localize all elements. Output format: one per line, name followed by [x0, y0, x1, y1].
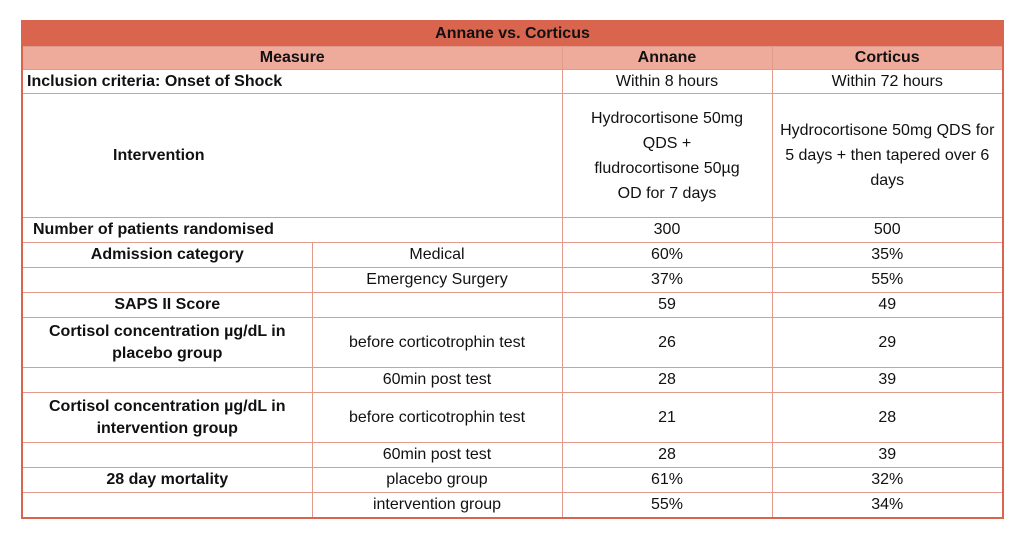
row-annane: 37% — [561, 267, 773, 293]
row-annane: 26 — [561, 317, 773, 368]
comparison-table: Annane vs. Corticus Measure Annane Corti… — [21, 20, 1005, 519]
table-title: Annane vs. Corticus — [21, 20, 1004, 47]
table-row: Emergency Surgery 37% 55% — [21, 267, 1004, 293]
table-row: Number of patients randomised 300 500 — [21, 217, 1004, 243]
row-measure: Number of patients randomised — [21, 217, 563, 243]
table-row: 60min post test 28 39 — [21, 367, 1004, 393]
row-measure: 28 day mortality — [21, 467, 313, 493]
row-corticus: 500 — [771, 217, 1004, 243]
row-subcategory: Emergency Surgery — [311, 267, 563, 293]
table-row: 28 day mortality placebo group 61% 32% — [21, 467, 1004, 493]
row-corticus: Hydrocortisone 50mg QDS for 5 days + the… — [771, 93, 1004, 218]
table-row: Inclusion criteria: Onset of Shock Withi… — [21, 69, 1004, 94]
row-corticus: 32% — [771, 467, 1004, 493]
row-corticus: 35% — [771, 242, 1004, 268]
table-row: Cortisol concentration µg/dL in interven… — [21, 392, 1004, 443]
row-measure — [21, 492, 313, 518]
row-annane: Within 8 hours — [561, 69, 773, 94]
row-subcategory: 60min post test — [311, 442, 563, 468]
row-subcategory: before corticotrophin test — [311, 317, 563, 368]
table-row: 60min post test 28 39 — [21, 442, 1004, 468]
table-row: Admission category Medical 60% 35% — [21, 242, 1004, 268]
row-measure: Cortisol concentration µg/dL in placebo … — [21, 317, 313, 368]
header-annane: Annane — [561, 46, 773, 70]
row-measure: Inclusion criteria: Onset of Shock — [21, 69, 563, 94]
header-measure: Measure — [21, 46, 563, 70]
row-corticus: 39 — [771, 442, 1004, 468]
row-measure — [21, 367, 313, 393]
row-corticus: 29 — [771, 317, 1004, 368]
row-measure: SAPS II Score — [21, 292, 313, 318]
row-annane: 300 — [561, 217, 773, 243]
row-corticus: 28 — [771, 392, 1004, 443]
row-measure — [21, 267, 313, 293]
table-row: Cortisol concentration µg/dL in placebo … — [21, 317, 1004, 368]
row-corticus: Within 72 hours — [771, 69, 1004, 94]
row-annane: 21 — [561, 392, 773, 443]
row-subcategory: before corticotrophin test — [311, 392, 563, 443]
comparison-table-wrapper: Annane vs. Corticus Measure Annane Corti… — [21, 20, 1005, 519]
row-measure: Cortisol concentration µg/dL in interven… — [21, 392, 313, 443]
row-annane: 61% — [561, 467, 773, 493]
row-subcategory: placebo group — [311, 467, 563, 493]
row-annane: 28 — [561, 367, 773, 393]
row-corticus: 34% — [771, 492, 1004, 518]
row-measure — [21, 442, 313, 468]
row-corticus: 55% — [771, 267, 1004, 293]
table-title-row: Annane vs. Corticus — [21, 20, 1004, 47]
row-corticus: 49 — [771, 292, 1004, 318]
row-measure: Intervention — [21, 93, 563, 218]
row-subcategory: 60min post test — [311, 367, 563, 393]
table-row: SAPS II Score 59 49 — [21, 292, 1004, 318]
row-subcategory: intervention group — [311, 492, 563, 518]
row-annane: 55% — [561, 492, 773, 518]
table-header-row: Measure Annane Corticus — [21, 46, 1004, 70]
row-annane: 60% — [561, 242, 773, 268]
row-annane: 28 — [561, 442, 773, 468]
row-subcategory — [311, 292, 563, 318]
row-annane: Hydrocortisone 50mg QDS + fludrocortison… — [561, 93, 773, 218]
row-subcategory: Medical — [311, 242, 563, 268]
table-row: Intervention Hydrocortisone 50mg QDS + f… — [21, 93, 1004, 218]
row-annane: 59 — [561, 292, 773, 318]
table-row: intervention group 55% 34% — [21, 492, 1004, 518]
header-corticus: Corticus — [771, 46, 1004, 70]
row-corticus: 39 — [771, 367, 1004, 393]
row-measure: Admission category — [21, 242, 313, 268]
